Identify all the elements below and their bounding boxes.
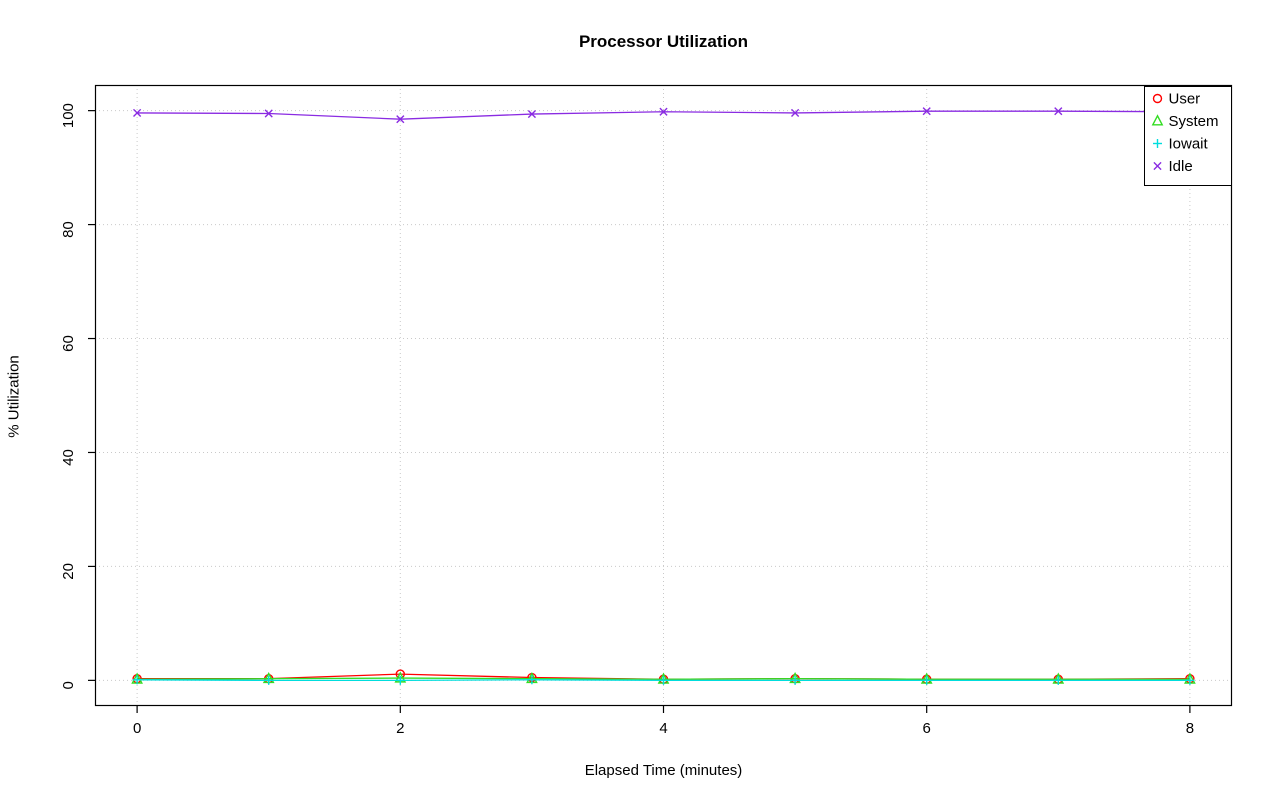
legend-label-user: User bbox=[1169, 91, 1201, 108]
series-idle bbox=[133, 107, 1194, 124]
y-tick-label-40: 40 bbox=[60, 449, 77, 466]
plus-marker-icon bbox=[527, 675, 537, 685]
x-marker-icon bbox=[659, 107, 668, 116]
x-axis-label: Elapsed Time (minutes) bbox=[584, 762, 743, 779]
x-marker-icon bbox=[264, 109, 273, 118]
triangle-marker-icon bbox=[1151, 114, 1164, 126]
x-marker-icon bbox=[1054, 107, 1063, 116]
legend: User System Iowait Idle bbox=[1144, 86, 1232, 186]
legend-label-idle: Idle bbox=[1169, 158, 1193, 175]
circle-marker-icon bbox=[1152, 93, 1163, 104]
gridlines bbox=[95, 85, 1232, 706]
plot-border bbox=[94, 84, 1233, 707]
x-marker-icon bbox=[922, 107, 931, 116]
x-tick-label-4: 4 bbox=[659, 720, 667, 737]
y-tick-label-60: 60 bbox=[60, 335, 77, 352]
legend-item-user: User bbox=[1152, 91, 1201, 108]
x-tick-label-6: 6 bbox=[923, 720, 931, 737]
plus-marker-icon bbox=[922, 675, 932, 685]
x-marker-icon bbox=[396, 115, 405, 124]
legend-item-idle: Idle bbox=[1153, 158, 1193, 175]
plus-marker-icon bbox=[659, 675, 668, 685]
plus-marker-icon bbox=[1053, 675, 1063, 685]
chart-title: Processor Utilization bbox=[578, 32, 749, 51]
x-tick-label-8: 8 bbox=[1186, 720, 1194, 737]
legend-item-system: System bbox=[1151, 113, 1219, 130]
legend-box bbox=[1144, 86, 1232, 186]
x-marker-icon bbox=[1153, 161, 1162, 171]
plus-marker-icon bbox=[132, 675, 142, 685]
x-marker-icon bbox=[133, 108, 142, 118]
x-marker-icon bbox=[527, 109, 536, 119]
series-iowait bbox=[132, 675, 1195, 685]
y-tick-label-100: 100 bbox=[60, 103, 77, 128]
plus-marker-icon bbox=[790, 675, 800, 685]
plus-marker-icon bbox=[264, 675, 274, 685]
plus-marker-icon bbox=[395, 675, 405, 685]
legend-label-iowait: Iowait bbox=[1169, 136, 1209, 153]
x-tick-label-0: 0 bbox=[133, 720, 141, 737]
legend-item-iowait: Iowait bbox=[1153, 136, 1209, 153]
x-tick-label-2: 2 bbox=[396, 720, 404, 737]
y-tick-label-20: 20 bbox=[60, 563, 77, 580]
plus-marker-icon bbox=[1185, 675, 1195, 685]
plus-marker-icon bbox=[1153, 139, 1162, 148]
legend-label-system: System bbox=[1169, 113, 1219, 130]
y-tick-label-80: 80 bbox=[60, 221, 77, 238]
x-marker-icon bbox=[791, 108, 800, 118]
y-tick-label-0: 0 bbox=[60, 681, 77, 689]
